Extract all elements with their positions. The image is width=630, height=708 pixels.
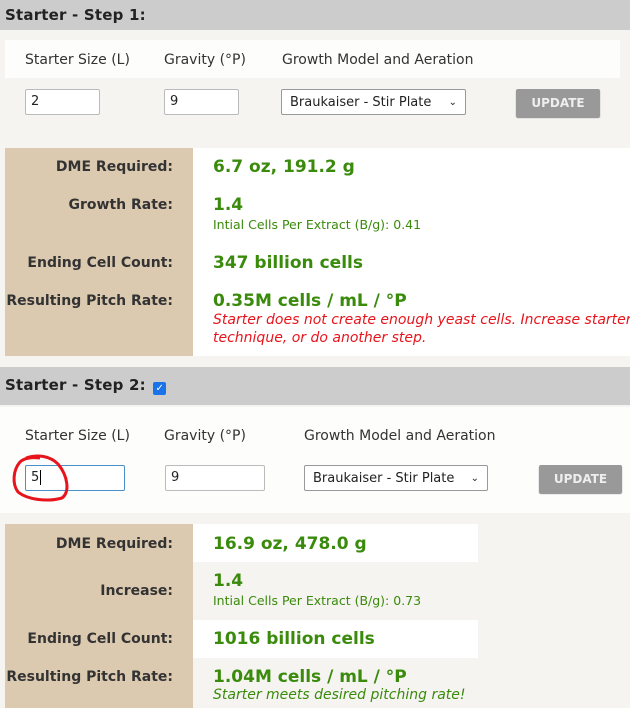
step2-enable-checkbox[interactable]: ✓ bbox=[153, 382, 167, 395]
step2-size-value: 5 bbox=[31, 470, 40, 485]
step1-gravity-input[interactable]: 9 bbox=[164, 89, 239, 115]
step2-cells-value: 1016 billion cells bbox=[213, 629, 375, 649]
step2-increase-value: 1.4 bbox=[213, 571, 244, 591]
step1-cells-label: Ending Cell Count: bbox=[27, 255, 173, 271]
step2-update-button[interactable]: UPDATE bbox=[539, 465, 622, 493]
step2-cells-label: Ending Cell Count: bbox=[27, 631, 173, 647]
step1-model-select[interactable]: Braukaiser - Stir Plate ⌄ bbox=[281, 89, 466, 115]
step1-size-label: Starter Size (L) bbox=[25, 52, 130, 68]
step2-row-bg bbox=[193, 524, 478, 562]
step2-dme-value: 16.9 oz, 478.0 g bbox=[213, 534, 367, 554]
step2-row-bg bbox=[193, 620, 478, 658]
step2-model-value: Braukaiser - Stir Plate bbox=[313, 470, 455, 486]
step1-model-value: Braukaiser - Stir Plate bbox=[290, 94, 432, 110]
step2-form bbox=[0, 407, 630, 513]
step2-pitch-label: Resulting Pitch Rate: bbox=[6, 669, 173, 685]
step1-label-row bbox=[5, 40, 620, 78]
step2-model-select[interactable]: Braukaiser - Stir Plate ⌄ bbox=[304, 465, 488, 491]
chevron-down-icon: ⌄ bbox=[470, 472, 479, 484]
red-annotation-circle bbox=[12, 454, 69, 502]
step2-header: Starter - Step 2: ✓ bbox=[0, 367, 630, 405]
step1-update-button[interactable]: UPDATE bbox=[516, 89, 600, 117]
step1-dme-value: 6.7 oz, 191.2 g bbox=[213, 157, 355, 177]
step1-results-panel bbox=[193, 148, 630, 356]
step1-size-input[interactable]: 2 bbox=[25, 89, 100, 115]
step1-warning-line1: Starter does not create enough yeast cel… bbox=[213, 312, 630, 328]
step2-pitch-value: 1.04M cells / mL / °P bbox=[213, 667, 407, 687]
step1-growth-label: Growth Rate: bbox=[68, 197, 174, 213]
step2-increase-sub: Intial Cells Per Extract (B/g): 0.73 bbox=[213, 593, 422, 608]
step2-success-message: Starter meets desired pitching rate! bbox=[213, 687, 466, 703]
step1-cells-value: 347 billion cells bbox=[213, 253, 363, 273]
step1-header: Starter - Step 1: bbox=[0, 0, 630, 30]
step2-gravity-input[interactable]: 9 bbox=[165, 465, 265, 491]
step1-warning-line2: technique, or do another step. bbox=[213, 330, 427, 346]
step1-label-panel bbox=[5, 148, 193, 356]
step1-pitch-value: 0.35M cells / mL / °P bbox=[213, 291, 407, 311]
step1-pitch-label: Resulting Pitch Rate: bbox=[6, 293, 173, 309]
step1-growth-sub: Intial Cells Per Extract (B/g): 0.41 bbox=[213, 217, 422, 232]
step1-title: Starter - Step 1: bbox=[5, 6, 146, 24]
step2-model-label: Growth Model and Aeration bbox=[304, 428, 496, 444]
step2-gravity-label: Gravity (°P) bbox=[164, 428, 246, 444]
step2-size-input[interactable]: 5 bbox=[25, 465, 125, 491]
step1-model-label: Growth Model and Aeration bbox=[282, 52, 474, 68]
chevron-down-icon: ⌄ bbox=[448, 96, 457, 108]
step2-size-label: Starter Size (L) bbox=[25, 428, 130, 444]
step2-title: Starter - Step 2: bbox=[5, 376, 146, 394]
step2-dme-label: DME Required: bbox=[55, 536, 173, 552]
step2-label-panel bbox=[5, 524, 193, 708]
step1-growth-value: 1.4 bbox=[213, 195, 244, 215]
step1-dme-label: DME Required: bbox=[55, 159, 173, 175]
step2-increase-label: Increase: bbox=[100, 583, 173, 599]
step1-gravity-label: Gravity (°P) bbox=[164, 52, 246, 68]
